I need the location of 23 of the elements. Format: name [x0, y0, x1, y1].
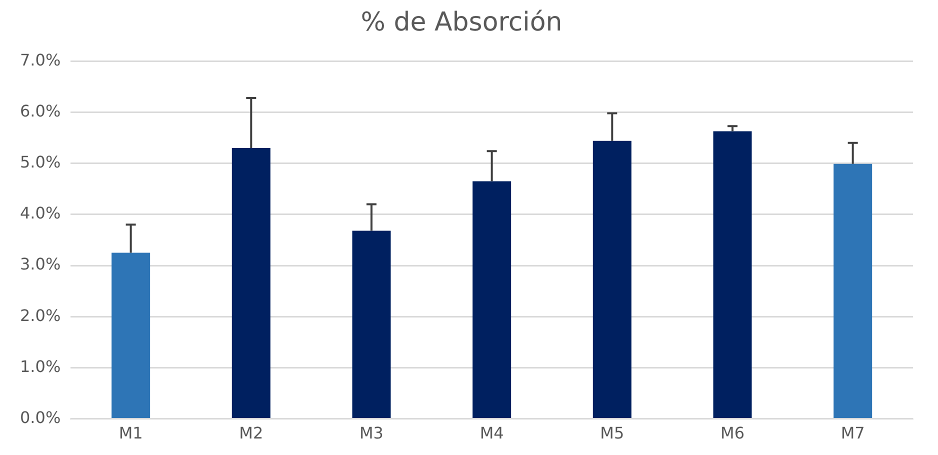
- bar: [592, 140, 632, 418]
- x-tick-label: M1: [118, 424, 143, 443]
- x-tick-label: M4: [480, 424, 504, 443]
- x-tick-label: M2: [239, 424, 264, 443]
- bar: [472, 181, 512, 418]
- y-tick-label: 1.0%: [20, 356, 61, 376]
- y-tick-label: 6.0%: [20, 101, 61, 120]
- y-tick-label: 5.0%: [20, 152, 61, 172]
- x-tick-label: M7: [840, 424, 865, 443]
- bar: [112, 252, 150, 418]
- x-tick-label: M3: [359, 424, 384, 443]
- y-tick-label: 0.0%: [20, 408, 61, 427]
- bar: [834, 164, 872, 418]
- y-tick-label: 4.0%: [20, 204, 61, 223]
- bar: [352, 230, 391, 418]
- chart-title: % de Absorción: [360, 7, 562, 38]
- bar: [713, 131, 752, 418]
- y-tick-label: 3.0%: [20, 254, 61, 274]
- y-tick-label: 2.0%: [20, 306, 61, 325]
- x-tick-label: M5: [600, 424, 624, 443]
- x-tick-label: M6: [720, 424, 744, 443]
- y-tick-label: 7.0%: [20, 50, 61, 70]
- bar: [232, 148, 270, 418]
